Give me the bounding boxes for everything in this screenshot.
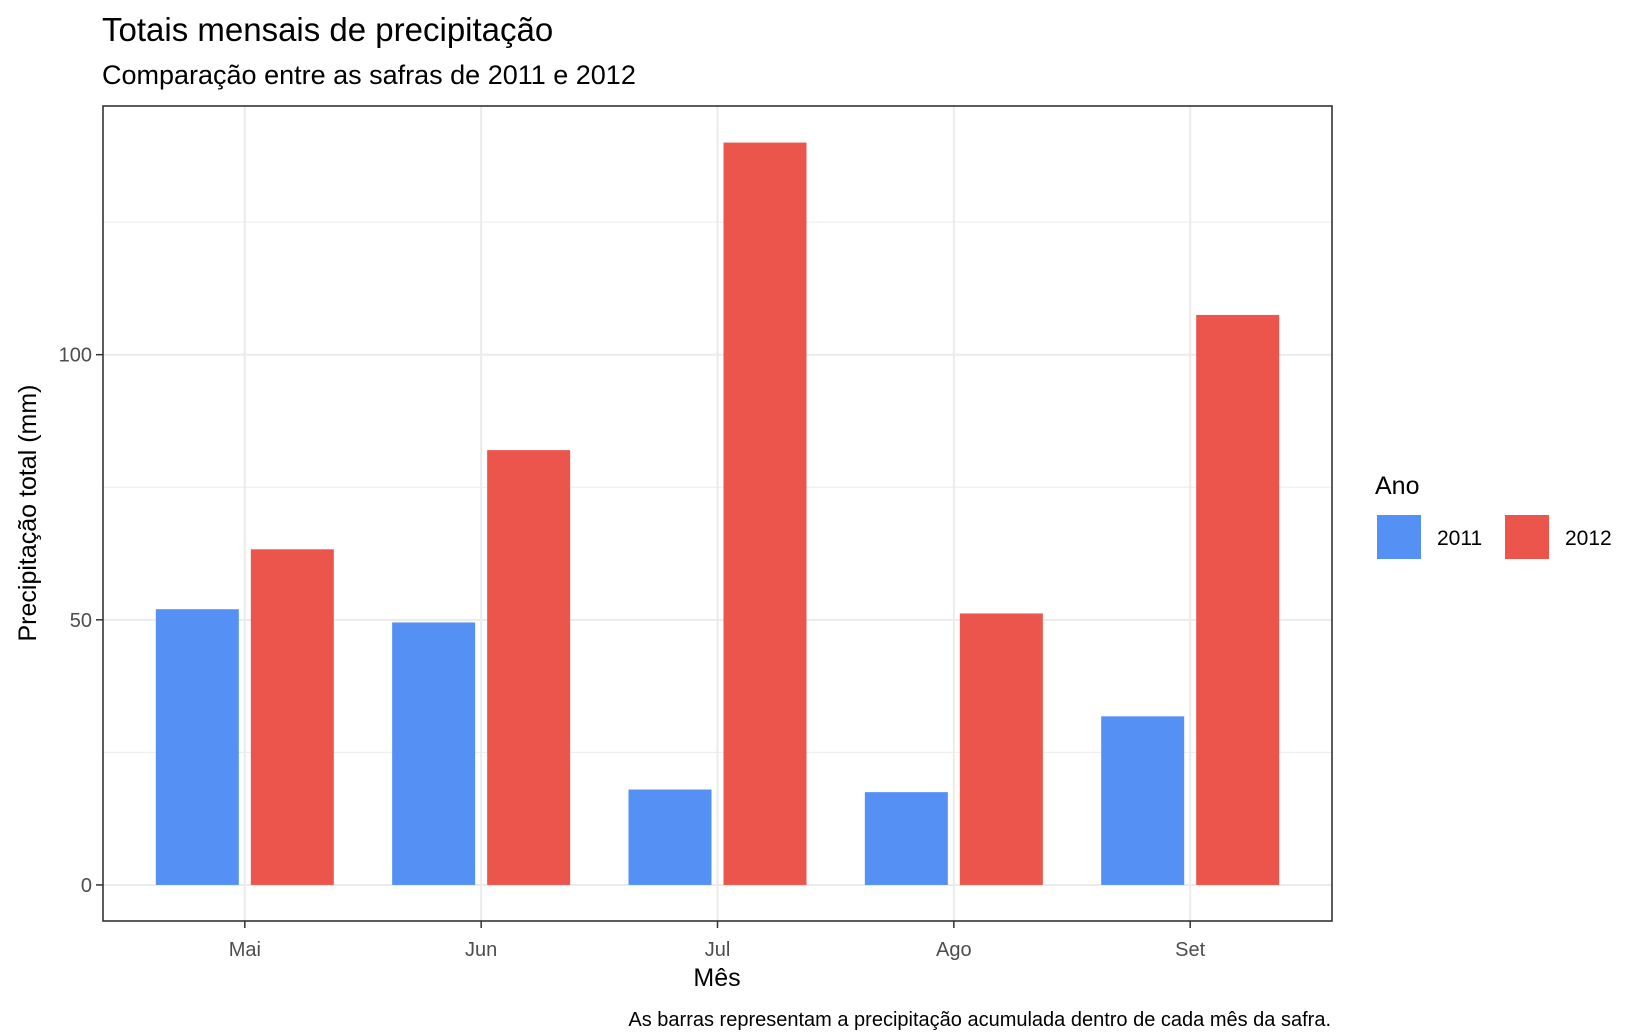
x-tick-label-set: Set (1175, 939, 1205, 961)
bar-2012-jun (487, 450, 571, 885)
chart-title: Totais mensais de precipitação (102, 11, 553, 48)
x-axis-title: Mês (693, 964, 740, 992)
bars (155, 142, 1280, 885)
legend-items: 2011 2012 (1377, 515, 1612, 559)
y-tick-label: 0 (81, 875, 92, 897)
bar-2011-jun (392, 622, 476, 885)
y-tick-label: 50 (70, 610, 92, 632)
bar-2011-mai (155, 609, 239, 885)
bar-2011-jul (628, 789, 712, 885)
legend-key-2011 (1377, 515, 1421, 559)
chart-subtitle: Comparação entre as safras de 2011 e 201… (102, 60, 636, 90)
bar-2012-set (1196, 314, 1280, 885)
x-tick-label-jun: Jun (465, 939, 497, 961)
legend-label-2012: 2012 (1565, 527, 1612, 550)
y-tick-label: 100 (59, 345, 92, 367)
bar-2012-jul (723, 142, 807, 885)
x-tick-label-jul: Jul (705, 939, 731, 961)
chart-caption: As barras representam a precipitação acu… (628, 1009, 1331, 1031)
legend: Ano 2011 2012 (1375, 472, 1612, 559)
x-axis: Mai Jun Jul Ago Set (229, 921, 1206, 961)
x-tick-label-ago: Ago (936, 939, 972, 961)
y-axis: 0 50 100 (59, 345, 103, 897)
plot-panel (102, 105, 1333, 922)
legend-label-2011: 2011 (1437, 527, 1482, 550)
legend-key-2012 (1505, 515, 1549, 559)
bar-2012-mai (250, 549, 334, 885)
bar-2011-ago (864, 792, 948, 885)
y-axis-title: Precipitação total (mm) (14, 384, 42, 641)
bar-2012-ago (959, 613, 1043, 885)
legend-title: Ano (1375, 472, 1419, 500)
bar-2011-set (1101, 716, 1185, 885)
x-tick-label-mai: Mai (229, 939, 261, 961)
